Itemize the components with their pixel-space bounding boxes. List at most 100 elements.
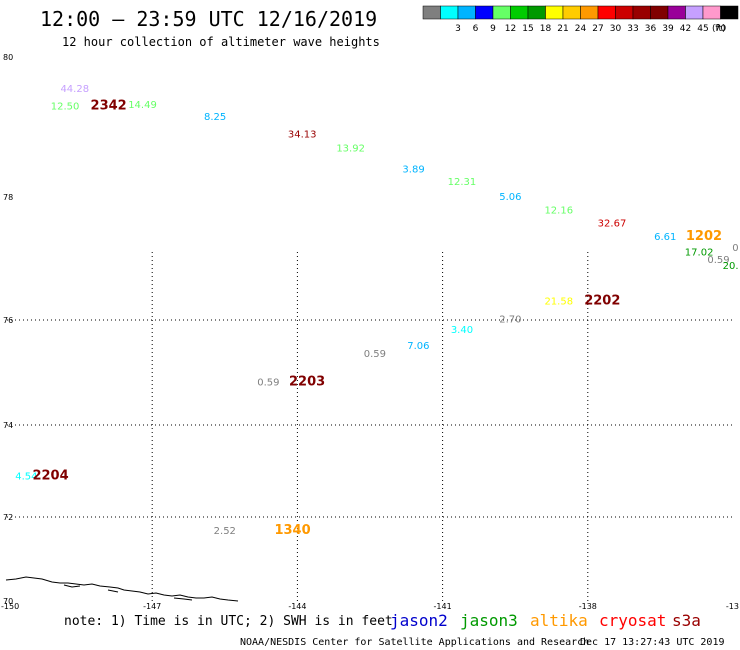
pass-time-label: 1202 <box>686 229 722 244</box>
legend-swatch <box>650 5 669 20</box>
legend-swatch <box>457 5 476 20</box>
wave-height-label: 3.40 <box>451 325 473 336</box>
page-subtitle: 12 hour collection of altimeter wave hei… <box>62 35 380 49</box>
legend-swatch <box>492 5 511 20</box>
legend-tick-label: 42 <box>680 24 691 34</box>
wave-height-label: 17.02 <box>685 247 714 258</box>
legend-swatch <box>615 5 634 20</box>
legend-swatch <box>720 5 739 20</box>
coastline-island <box>107 589 119 593</box>
coastline-island <box>63 584 81 588</box>
legend-tick-label: 21 <box>557 24 568 34</box>
wave-height-label: 12.16 <box>544 206 573 217</box>
lat-tick-label: 80 <box>3 53 13 62</box>
wave-height-label: 4.54 <box>15 471 37 482</box>
footer-timestamp: Dec 17 13:27:43 UTC 2019 <box>580 637 725 648</box>
mission-label: jason3 <box>460 611 518 630</box>
mission-label: altika <box>530 611 588 630</box>
legend-swatch <box>597 5 616 20</box>
pass-time-label: 2202 <box>584 294 620 309</box>
wave-height-label: 8.25 <box>204 112 226 123</box>
lon-tick-label: -13 <box>726 602 739 611</box>
legend-swatch <box>510 5 529 20</box>
legend-swatch <box>475 5 494 20</box>
wave-height-label: 12.50 <box>51 102 80 113</box>
pass-time-label: 2342 <box>91 99 127 114</box>
lon-tick-label: -147 <box>143 602 161 611</box>
legend-tick-label: 9 <box>490 24 496 34</box>
wave-height-label: 3.89 <box>402 165 424 176</box>
mission-label: jason2 <box>390 611 448 630</box>
legend-tick-label: 30 <box>610 24 622 34</box>
lat-tick-label: 70 <box>3 597 13 606</box>
mission-legend: jason2 jason3 altika cryosat s3a <box>390 611 701 630</box>
legend-swatch <box>667 5 686 20</box>
wave-height-label: 6.61 <box>654 232 676 243</box>
coastline-island <box>173 597 193 601</box>
legend-tick-label: 24 <box>575 24 587 34</box>
page-title: 12:00 – 23:59 UTC 12/16/2019 <box>40 7 377 31</box>
wave-height-label: 34.13 <box>288 130 317 141</box>
legend-tick-label: 15 <box>522 24 533 34</box>
legend-swatch <box>562 5 581 20</box>
time-labels: 2342 1202 2202 2203 2204 1340 <box>32 99 722 538</box>
wave-height-label: 2.70 <box>499 315 521 326</box>
lat-tick-label: 76 <box>3 316 13 325</box>
lon-tick-label: -141 <box>434 602 452 611</box>
footer-note: note: 1) Time is in UTC; 2) SWH is in fe… <box>64 614 393 629</box>
legend-swatch <box>527 5 546 20</box>
legend-tick-label: 6 <box>473 24 479 34</box>
lon-tick-label: -150 <box>1 602 19 611</box>
wave-height-label: 20. <box>723 261 739 272</box>
pass-time-label: 1340 <box>274 523 310 538</box>
legend-swatch <box>580 5 599 20</box>
legend-tick-label: 12 <box>505 24 516 34</box>
legend-tick-label: 27 <box>592 24 603 34</box>
legend-tick-label: 39 <box>662 24 674 34</box>
graticule <box>7 252 733 601</box>
mission-label: s3a <box>672 611 701 630</box>
map-axes: -150 -147 -144 -141 -138 -13 80 78 76 74 72 70 <box>1 53 739 611</box>
pass-time-label: 2204 <box>32 468 68 483</box>
legend-swatch <box>545 5 564 20</box>
legend-swatch <box>632 5 651 20</box>
legend-swatch <box>440 5 459 20</box>
lon-tick-label: -138 <box>579 602 597 611</box>
wave-height-label: 5.06 <box>499 192 521 203</box>
wave-height-label: 14.49 <box>128 100 157 111</box>
legend-tick-label: 33 <box>627 24 638 34</box>
pass-time-label: 2203 <box>289 375 325 390</box>
wave-height-label: 0 <box>732 243 738 254</box>
lat-tick-label: 72 <box>3 513 13 522</box>
legend-unit: (ft) <box>712 24 726 34</box>
mission-label: cryosat <box>599 611 666 630</box>
lat-tick-label: 78 <box>3 193 13 202</box>
legend-tick-label: 3 <box>455 24 461 34</box>
wave-height-label: 12.31 <box>448 177 477 188</box>
coastline <box>5 576 239 602</box>
wave-height-label: 21.58 <box>544 297 573 308</box>
legend-swatch <box>685 5 704 20</box>
legend-tick-label: 36 <box>645 24 657 34</box>
observation-labels: 44.28 12.50 14.49 8.25 34.13 13.92 3.89 12.31 5.… <box>15 84 738 537</box>
wave-height-label: 0.59 <box>364 349 386 360</box>
legend-tick-label: 18 <box>540 24 552 34</box>
wave-height-label: 32.67 <box>598 219 627 230</box>
legend-tick-label: 70 <box>715 24 727 34</box>
legend-swatch <box>422 5 441 20</box>
wave-height-label: 7.06 <box>407 341 429 352</box>
lat-tick-label: 74 <box>3 421 13 430</box>
wave-height-label: 2.52 <box>214 526 236 537</box>
color-scale-legend: 3 6 9 12 15 18 21 24 27 30 33 36 39 42 45 70 <box>422 5 739 34</box>
footer-credit: NOAA/NESDIS Center for Satellite Applica… <box>240 637 589 648</box>
lon-tick-label: -144 <box>288 602 306 611</box>
wave-height-label: 44.28 <box>60 84 89 95</box>
legend-swatch <box>702 5 721 20</box>
wave-height-label: 13.92 <box>336 144 365 155</box>
legend-tick-label: 45 <box>697 24 708 34</box>
coastline-shape <box>5 576 239 602</box>
wave-height-label: 0.59 <box>707 255 729 266</box>
wave-height-label: 0.59 <box>257 378 279 389</box>
